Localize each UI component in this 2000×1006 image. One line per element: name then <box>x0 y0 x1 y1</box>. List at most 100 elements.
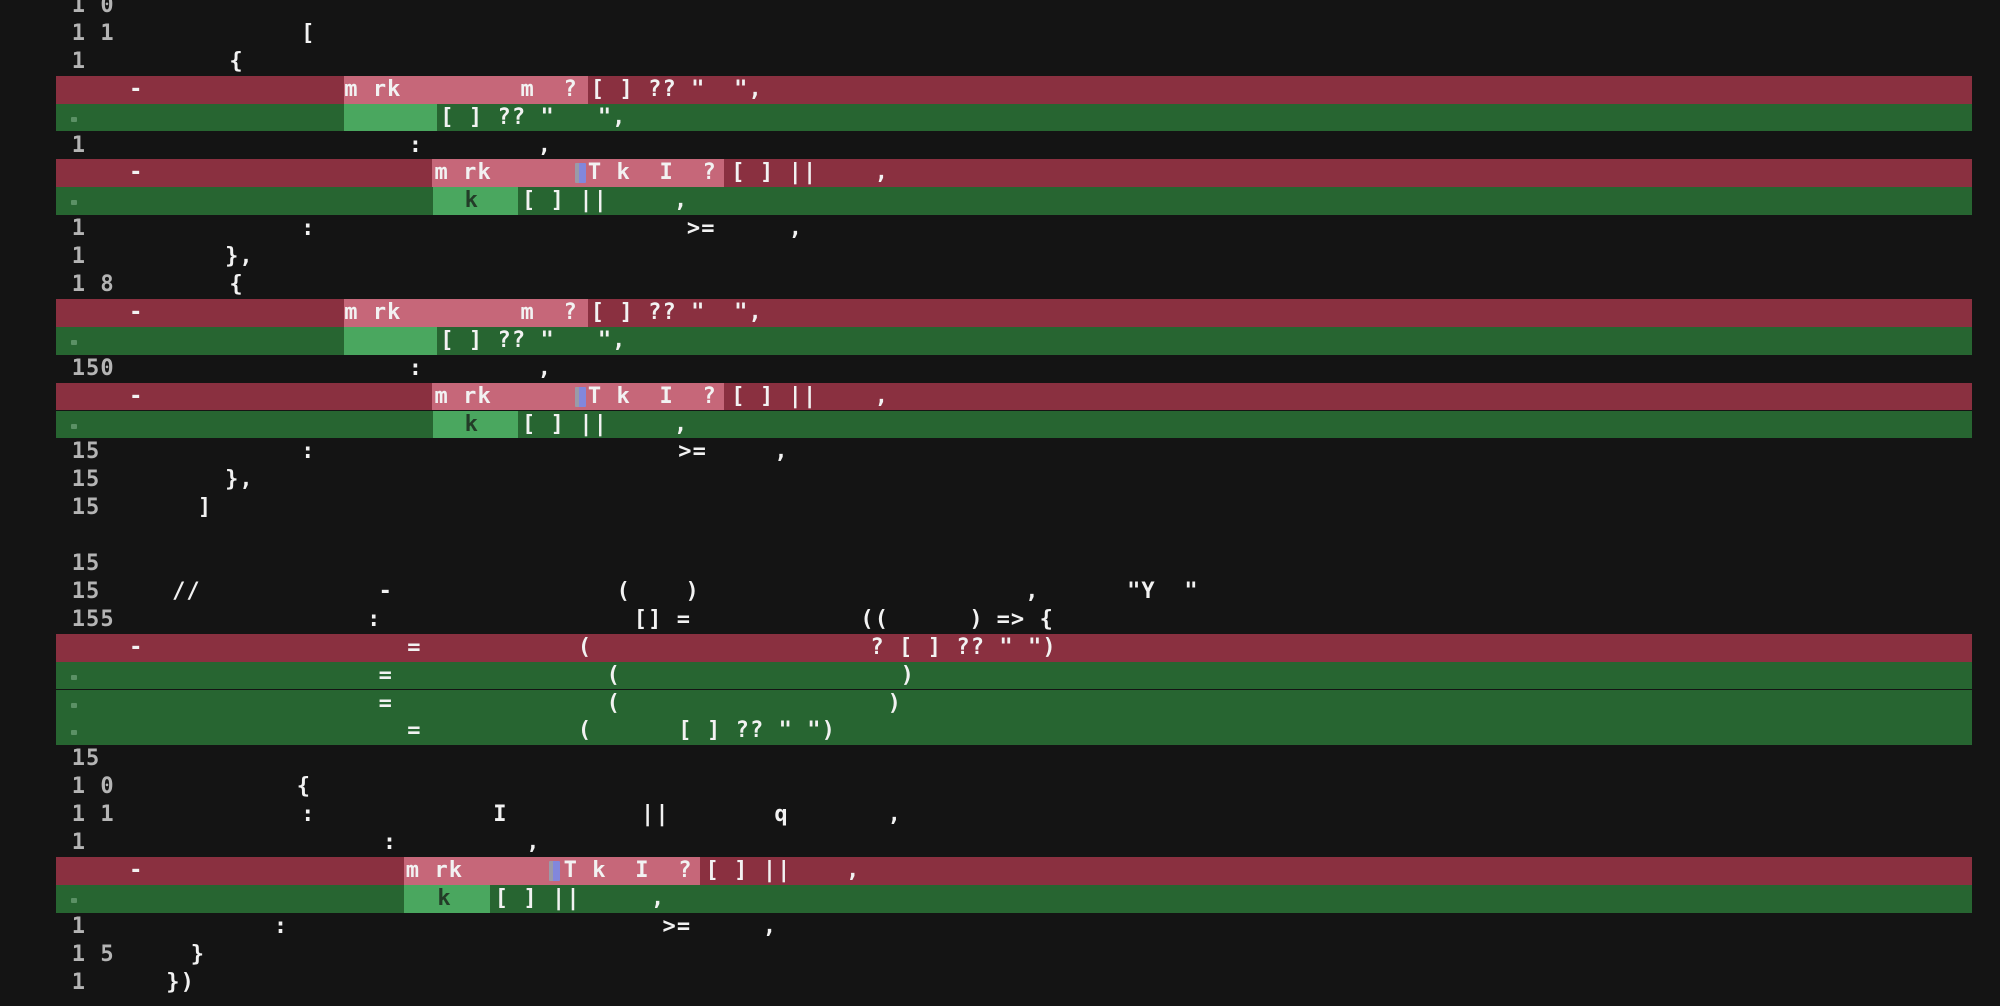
removed-line-marker: - <box>129 160 144 186</box>
diff-row-context: 15] <box>56 494 1972 522</box>
code-text: ) <box>969 606 984 632</box>
code-text: m ? <box>520 299 578 325</box>
code-text: , <box>674 188 689 214</box>
stray-colored-glyph <box>575 163 586 184</box>
added-line-marker-dot <box>71 339 77 345</box>
code-text: ) <box>685 578 700 604</box>
code-text: : <box>301 439 316 465</box>
line-number: 15 <box>71 551 101 576</box>
code-text: , <box>846 857 861 883</box>
code-text: // <box>172 578 201 604</box>
diff-row-context: 15 <box>56 550 1972 578</box>
code-text: [ <box>301 20 316 46</box>
code-text: }, <box>225 244 254 270</box>
diff-row-context: 1: >=, <box>56 913 1972 941</box>
code-text: || <box>641 802 670 828</box>
code-text: ] <box>197 495 213 521</box>
line-number: 1 0 <box>71 0 115 18</box>
line-number: 1 <box>71 913 87 939</box>
code-text: : <box>301 216 316 242</box>
code-text: }, <box>225 467 254 493</box>
diff-row-context: 1 5} <box>56 941 1972 969</box>
code-text: = <box>378 662 393 688</box>
code-text: [ ] ?? " ", <box>440 327 627 353</box>
diff-row-removed: - m rk T k I ? [ ] ||, <box>56 856 1972 885</box>
diff-row-removed: - m rk m ? [ ] ?? " ", <box>56 298 1972 327</box>
changed-word-highlight <box>404 884 491 913</box>
code-text: ( <box>577 634 593 660</box>
code-text: I <box>493 802 508 828</box>
diff-row-context: 155: [] = (() => { <box>56 606 1972 634</box>
line-number: 1 <box>71 830 87 855</box>
code-text: "Y " <box>1127 578 1199 604</box>
line-number: 1 <box>71 969 87 995</box>
diff-row-removed: - m rk m ? [ ] ?? " ", <box>56 75 1972 104</box>
added-line-marker-dot <box>71 702 77 708</box>
code-text: [ ] || <box>731 160 818 186</box>
diff-row-context: 150:, <box>56 355 1972 383</box>
code-text: k <box>464 188 479 214</box>
diff-row-context: 1{ <box>56 48 1972 76</box>
removed-line-marker: - <box>129 383 144 409</box>
removed-line-marker: - <box>129 857 144 883</box>
changed-word-highlight <box>344 326 438 355</box>
code-text: m rk <box>344 76 402 102</box>
diff-row-context: 15 // - (), "Y " <box>56 578 1972 606</box>
code-text: : <box>301 802 316 828</box>
code-text: >= <box>678 439 707 465</box>
code-text: k <box>464 411 479 437</box>
diff-row-context: 1: >=, <box>56 215 1972 243</box>
code-text: T k I ? <box>587 383 717 409</box>
diff-row-context: 1:, <box>56 132 1972 160</box>
code-text: , <box>651 885 666 911</box>
code-text: , <box>874 383 890 409</box>
code-text: [ ] || <box>494 885 581 911</box>
code-text: [ ] ?? " ", <box>440 104 627 130</box>
code-text: : <box>367 606 382 632</box>
diff-row-added: [ ] ?? " ", <box>56 103 1972 132</box>
diff-row-context: 1 1: I || q, <box>56 801 1972 829</box>
line-number: 1 <box>71 216 87 242</box>
stray-colored-glyph <box>549 860 561 881</box>
code-text: ( <box>616 578 631 604</box>
code-text: , <box>674 411 689 437</box>
line-number: 1 1 <box>71 20 115 46</box>
code-text: [ ] || <box>522 188 608 214</box>
diff-row-added: = () <box>56 689 1972 718</box>
diff-row-context: 15}, <box>56 466 1972 494</box>
diff-row-context: 1 1 [ <box>56 20 1972 48</box>
code-text: = <box>407 718 422 744</box>
changed-word-highlight <box>344 103 438 132</box>
code-text: [ ] || <box>522 411 608 437</box>
code-text: , <box>1025 578 1040 604</box>
added-line-marker-dot <box>71 674 77 680</box>
diff-row-context: 15 <box>56 745 1972 773</box>
line-number: 155 <box>71 606 115 632</box>
diff-row-added: k [ ] ||, <box>56 187 1972 216</box>
code-text: , <box>887 802 902 828</box>
diff-row-removed: - m rk T k I ? [ ] ||, <box>56 382 1972 411</box>
added-line-marker-dot <box>71 730 77 736</box>
code-text: ) <box>900 662 915 688</box>
code-text: => { <box>996 606 1054 632</box>
code-text: : <box>408 132 424 158</box>
diff-row-added: k [ ] ||, <box>56 884 1972 913</box>
removed-line-marker: - <box>129 634 144 660</box>
code-text: , <box>526 830 541 855</box>
code-text: m rk <box>434 160 492 186</box>
diff-row-added: = () <box>56 661 1972 690</box>
diff-row-context: 15: >=, <box>56 438 1972 466</box>
diff-row-context: 1:, <box>56 829 1972 857</box>
added-line-marker-dot <box>71 200 77 206</box>
code-text: [ ] ?? " ", <box>590 299 763 325</box>
code-text: [ ] || <box>731 383 818 409</box>
removed-line-marker: - <box>129 299 144 325</box>
code-text: , <box>762 913 778 939</box>
code-text: m rk <box>405 857 464 883</box>
line-number: 1 0 <box>71 774 115 800</box>
line-number: 1 <box>71 132 87 158</box>
code-text: - <box>378 578 393 604</box>
code-text: : <box>273 913 289 939</box>
changed-word-highlight <box>433 410 518 439</box>
